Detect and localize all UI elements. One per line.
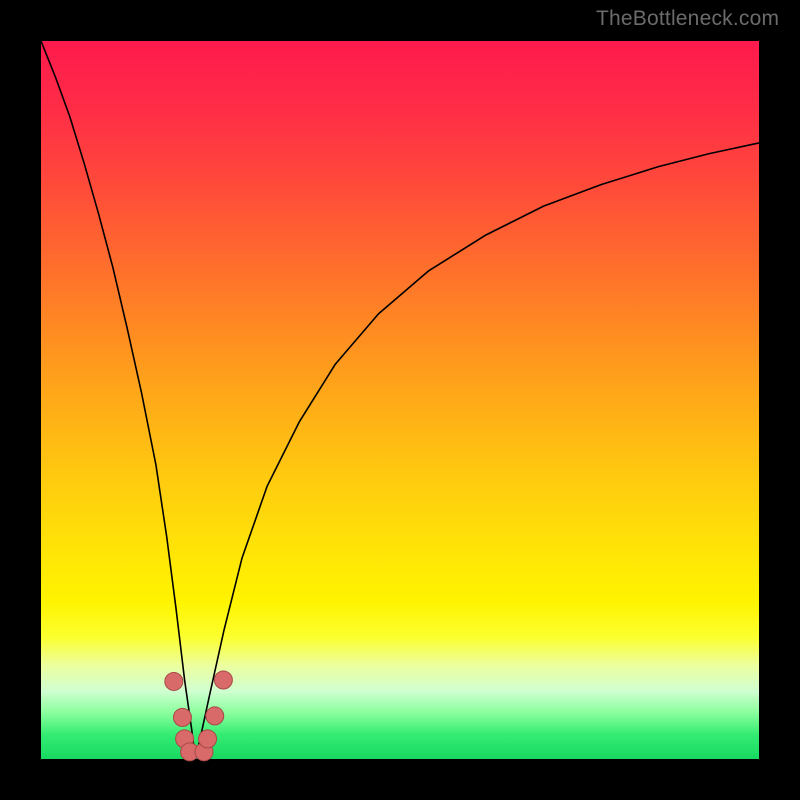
bottleneck-curve [41, 41, 759, 759]
data-marker [199, 730, 217, 748]
watermark-text: TheBottleneck.com [596, 7, 779, 31]
data-marker [165, 672, 183, 690]
marker-group [165, 671, 233, 761]
chart-svg-layer [41, 41, 759, 759]
data-marker [173, 708, 191, 726]
data-marker [206, 707, 224, 725]
data-marker [214, 671, 232, 689]
plot-area [41, 41, 759, 759]
stage: TheBottleneck.com [0, 0, 800, 800]
